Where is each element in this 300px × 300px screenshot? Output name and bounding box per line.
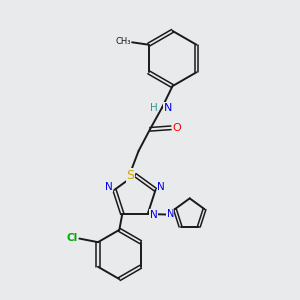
Text: N: N	[164, 103, 172, 113]
Text: Cl: Cl	[67, 233, 78, 243]
Text: O: O	[172, 123, 182, 133]
Text: N: N	[150, 210, 158, 220]
Text: S: S	[126, 169, 134, 182]
Text: N: N	[167, 209, 174, 219]
Text: CH₃: CH₃	[115, 37, 130, 46]
Text: N: N	[157, 182, 165, 192]
Text: N: N	[105, 182, 112, 192]
Text: H: H	[150, 103, 158, 113]
